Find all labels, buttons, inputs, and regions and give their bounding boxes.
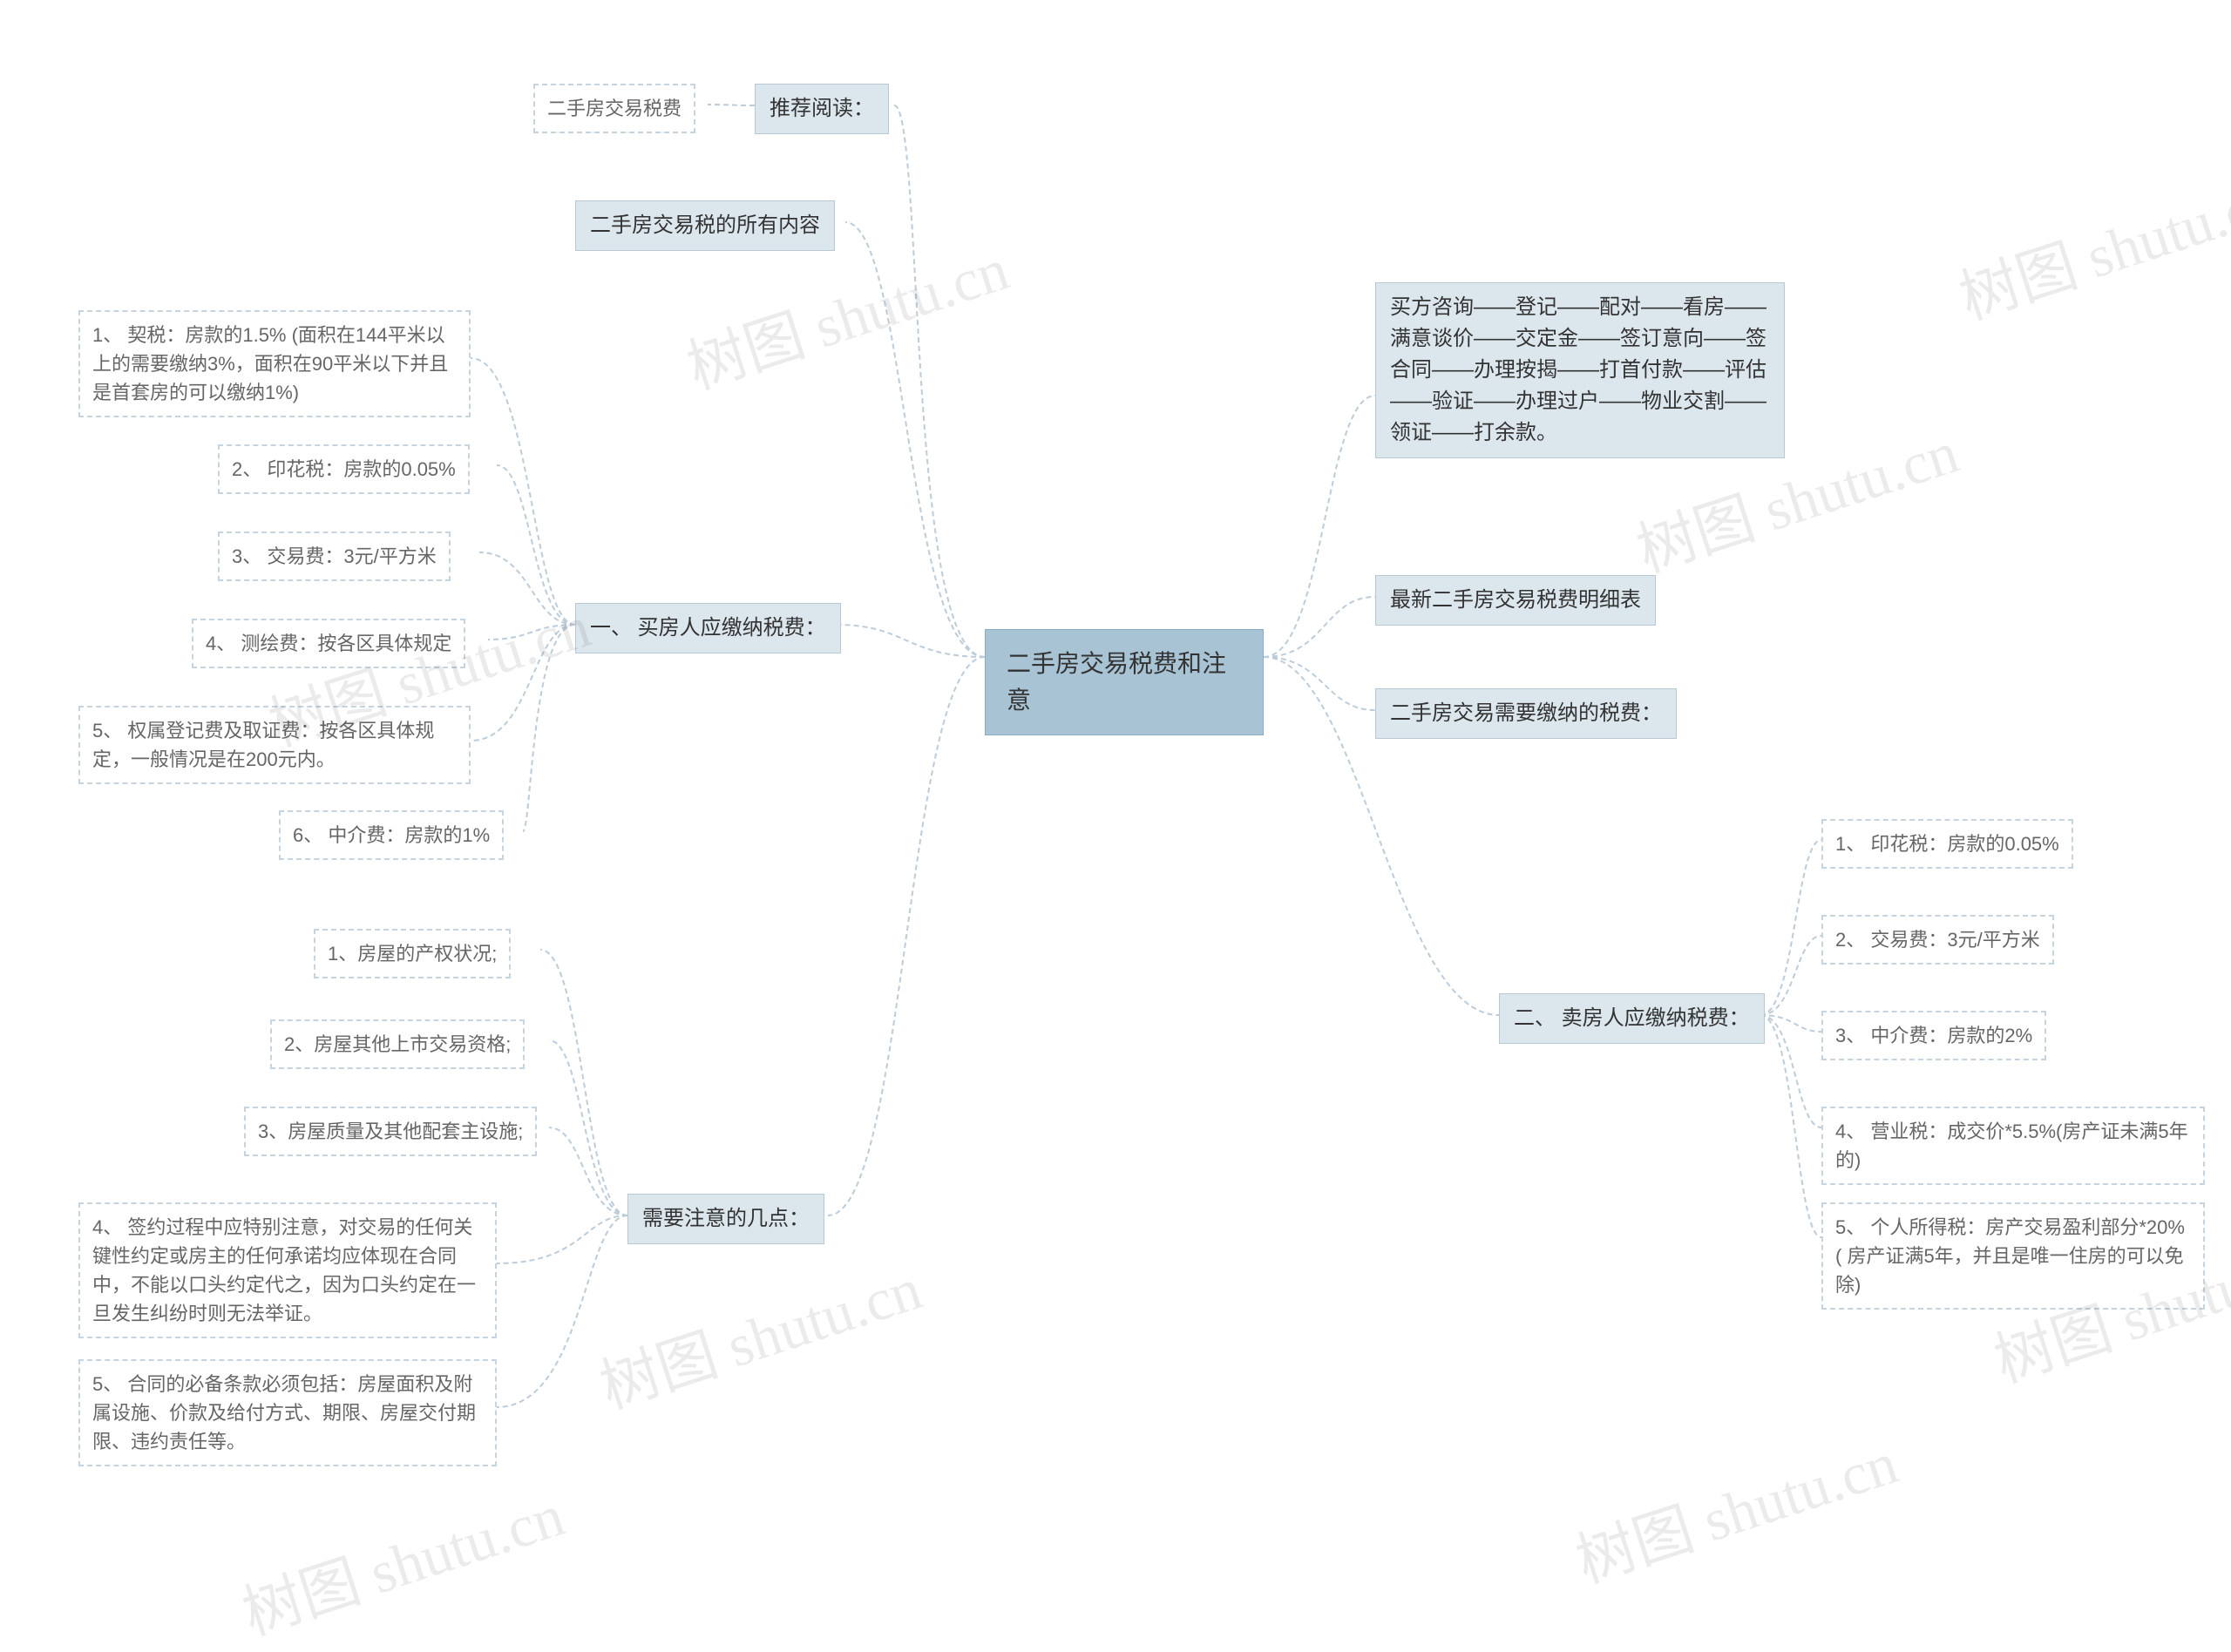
- seller-leaf-1[interactable]: 1、 印花税：房款的0.05%: [1821, 819, 2073, 869]
- notice-leaf-2[interactable]: 2、房屋其他上市交易资格;: [270, 1019, 525, 1069]
- buyer-leaf-3[interactable]: 3、 交易费：3元/平方米: [218, 531, 451, 581]
- buyer-leaf-4[interactable]: 4、 测绘费：按各区具体规定: [192, 619, 465, 668]
- center-node[interactable]: 二手房交易税费和注意: [985, 629, 1264, 735]
- buyer-leaf-5[interactable]: 5、 权属登记费及取证费：按各区具体规定，一般情况是在200元内。: [78, 706, 471, 784]
- buyer-leaf-2[interactable]: 2、 印花税：房款的0.05%: [218, 444, 470, 494]
- watermark: 树图 shutu.cn: [587, 1240, 930, 1425]
- seller-node[interactable]: 二、 卖房人应缴纳税费：: [1499, 993, 1765, 1044]
- notice-node[interactable]: 需要注意的几点：: [627, 1194, 824, 1244]
- allcontent-node[interactable]: 二手房交易税的所有内容: [575, 200, 835, 251]
- watermark: 树图 shutu.cn: [230, 1466, 573, 1651]
- notice-leaf-5[interactable]: 5、 合同的必备条款必须包括：房屋面积及附属设施、价款及给付方式、期限、房屋交付…: [78, 1359, 497, 1466]
- notice-leaf-1[interactable]: 1、房屋的产权状况;: [314, 929, 511, 978]
- notice-leaf-3[interactable]: 3、房屋质量及其他配套主设施;: [244, 1107, 537, 1156]
- watermark: 树图 shutu.cn: [1947, 151, 2231, 335]
- process-node[interactable]: 买方咨询——登记——配对——看房——满意谈价——交定金——签订意向——签合同——…: [1375, 282, 1785, 458]
- required-node[interactable]: 二手房交易需要缴纳的税费：: [1375, 688, 1677, 739]
- seller-leaf-2[interactable]: 2、 交易费：3元/平方米: [1821, 915, 2054, 965]
- recommend-leaf[interactable]: 二手房交易税费: [533, 84, 695, 133]
- buyer-node[interactable]: 一、 买房人应缴纳税费：: [575, 603, 841, 653]
- watermark: 树图 shutu.cn: [1563, 1414, 1906, 1599]
- seller-leaf-5[interactable]: 5、 个人所得税：房产交易盈利部分*20% ( 房产证满5年，并且是唯一住房的可…: [1821, 1202, 2205, 1310]
- seller-leaf-4[interactable]: 4、 营业税：成交价*5.5%(房产证未满5年的): [1821, 1107, 2205, 1185]
- buyer-leaf-6[interactable]: 6、 中介费：房款的1%: [279, 810, 504, 860]
- notice-leaf-4[interactable]: 4、 签约过程中应特别注意，对交易的任何关键性约定或房主的任何承诺均应体现在合同…: [78, 1202, 497, 1338]
- recommend-node[interactable]: 推荐阅读：: [755, 84, 889, 134]
- mingxi-node[interactable]: 最新二手房交易税费明细表: [1375, 575, 1656, 626]
- buyer-leaf-1[interactable]: 1、 契税：房款的1.5% (面积在144平米以上的需要缴纳3%，面积在90平米…: [78, 310, 471, 417]
- seller-leaf-3[interactable]: 3、 中介费：房款的2%: [1821, 1011, 2046, 1060]
